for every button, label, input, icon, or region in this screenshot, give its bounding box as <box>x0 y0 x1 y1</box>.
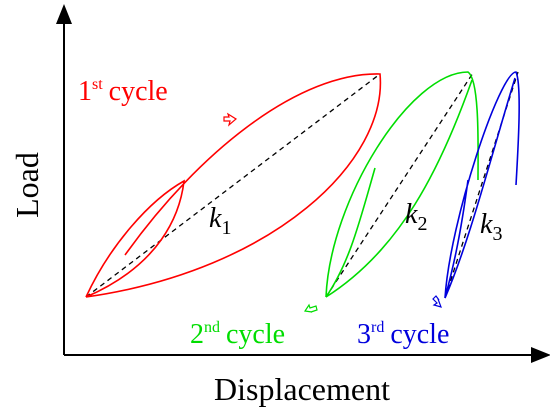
secant-line-k3 <box>444 71 519 299</box>
cycle-1-label: 1st cycle <box>78 76 168 107</box>
cycle-2-label: 2nd cycle <box>190 319 285 350</box>
stiffness-k1-label: k1 <box>209 203 231 239</box>
secant-line-k2 <box>325 72 474 298</box>
x-axis-label: Displacement <box>214 371 390 407</box>
y-axis-label: Load <box>9 152 45 218</box>
stiffness-k2-label: k2 <box>405 199 427 235</box>
cycle-2-direction-arrow <box>303 303 318 313</box>
cycle-3-direction-arrow <box>432 295 442 308</box>
cycle-3-curve <box>444 71 520 299</box>
stiffness-k3-label: k3 <box>480 209 502 245</box>
cycle-1-curve <box>85 73 382 298</box>
cycle-2-curve <box>325 71 479 298</box>
secant-line-k1 <box>85 73 381 298</box>
cycle-3-label: 3rd cycle <box>357 319 449 350</box>
cycle-1-direction-arrow <box>223 112 238 127</box>
